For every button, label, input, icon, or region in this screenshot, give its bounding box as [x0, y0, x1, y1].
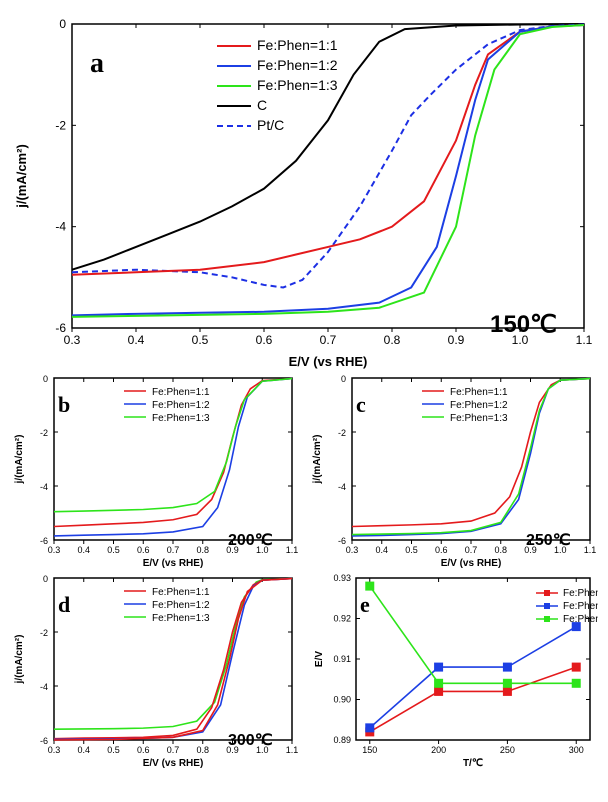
svg-text:Pt/C: Pt/C — [257, 117, 284, 133]
svg-text:E/V (vs RHE): E/V (vs RHE) — [143, 758, 204, 769]
svg-text:0.5: 0.5 — [107, 545, 120, 555]
svg-text:1.1: 1.1 — [286, 745, 299, 755]
svg-text:Fe:Phen=1:1: Fe:Phen=1:1 — [257, 37, 338, 53]
svg-text:0.93: 0.93 — [333, 573, 351, 583]
svg-text:j/(mA/cm²): j/(mA/cm²) — [14, 144, 29, 209]
svg-text:-2: -2 — [55, 118, 66, 132]
svg-text:0.8: 0.8 — [494, 545, 507, 555]
row-bc: b 200℃ 0.30.40.50.60.70.80.91.01.1-6-4-2… — [10, 370, 598, 570]
svg-text:300: 300 — [569, 745, 584, 755]
svg-text:-2: -2 — [40, 428, 48, 438]
svg-text:0.6: 0.6 — [137, 745, 150, 755]
panel-c-label: c — [356, 392, 366, 418]
svg-text:Fe:Phen=1:3: Fe:Phen=1:3 — [450, 413, 508, 424]
svg-text:Fe:Phen=1:2: Fe:Phen=1:2 — [450, 400, 508, 411]
panel-c-temp: 250℃ — [526, 530, 571, 550]
svg-text:E/V: E/V — [314, 651, 325, 667]
svg-text:0.90: 0.90 — [333, 695, 351, 705]
svg-text:0: 0 — [43, 374, 48, 384]
svg-text:j/(mA/cm²): j/(mA/cm²) — [14, 435, 25, 485]
panel-d-label: d — [58, 592, 70, 618]
svg-text:0.4: 0.4 — [77, 745, 90, 755]
svg-text:0.4: 0.4 — [128, 333, 145, 347]
panel-d: d 300℃ 0.30.40.50.60.70.80.91.01.1-6-4-2… — [10, 570, 300, 770]
svg-text:0.3: 0.3 — [346, 545, 359, 555]
svg-text:0.3: 0.3 — [64, 333, 81, 347]
svg-text:0.8: 0.8 — [196, 545, 209, 555]
svg-text:-4: -4 — [338, 482, 346, 492]
svg-text:Fe:Phen=1:1: Fe:Phen=1:1 — [152, 587, 210, 598]
panel-e-label: e — [360, 592, 370, 618]
svg-text:150: 150 — [362, 745, 377, 755]
svg-text:0.7: 0.7 — [465, 545, 478, 555]
svg-text:0.7: 0.7 — [320, 333, 337, 347]
svg-text:Fe:Phen=1:2: Fe:Phen=1:2 — [257, 57, 338, 73]
svg-text:0.6: 0.6 — [137, 545, 150, 555]
svg-text:0.89: 0.89 — [333, 735, 351, 745]
panel-d-temp: 300℃ — [228, 730, 273, 750]
svg-text:0: 0 — [59, 17, 66, 31]
svg-text:0.91: 0.91 — [333, 654, 351, 664]
svg-text:-4: -4 — [55, 220, 66, 234]
svg-text:-2: -2 — [40, 628, 48, 638]
svg-text:0.5: 0.5 — [192, 333, 209, 347]
svg-text:Fe:Phen=1:3: Fe:Phen=1:3 — [152, 613, 210, 624]
svg-text:-6: -6 — [40, 736, 48, 746]
panel-a-temp: 150℃ — [490, 310, 557, 339]
svg-text:0: 0 — [43, 574, 48, 584]
svg-text:0: 0 — [341, 374, 346, 384]
svg-text:-4: -4 — [40, 482, 48, 492]
svg-text:Fe:Phen=1:1: Fe:Phen=1:1 — [152, 387, 210, 398]
svg-text:0.7: 0.7 — [167, 745, 180, 755]
svg-text:-2: -2 — [338, 428, 346, 438]
svg-text:0.5: 0.5 — [405, 545, 418, 555]
svg-text:0.8: 0.8 — [384, 333, 401, 347]
panel-e-svg: 150 200 250 300 0.89 0.90 0.91 0.92 0.93 T/℃ E/V Fe… — [308, 570, 598, 770]
svg-text:1.1: 1.1 — [576, 333, 593, 347]
panel-c: c 250℃ 0.30.40.50.60.70.80.91.01.1-6-4-2… — [308, 370, 598, 570]
panel-a-label: a — [90, 48, 104, 80]
svg-text:T/℃: T/℃ — [463, 758, 483, 769]
svg-text:-6: -6 — [55, 321, 66, 335]
svg-text:0.5: 0.5 — [107, 745, 120, 755]
svg-text:1.1: 1.1 — [584, 545, 597, 555]
svg-text:Fe:Phen=1:1: Fe:Phen=1:1 — [563, 588, 598, 599]
svg-text:0.4: 0.4 — [77, 545, 90, 555]
panel-b-label: b — [58, 392, 70, 418]
svg-text:250: 250 — [500, 745, 515, 755]
svg-text:Fe:Phen=1:1: Fe:Phen=1:1 — [450, 387, 508, 398]
svg-text:0.6: 0.6 — [435, 545, 448, 555]
svg-text:E/V (vs RHE): E/V (vs RHE) — [143, 558, 204, 569]
panel-a: a 150℃ 0.30.40.50.60.70.80.91.01.1-6-4-2… — [10, 10, 598, 370]
svg-text:-6: -6 — [338, 536, 346, 546]
svg-text:Fe:Phen=1:2: Fe:Phen=1:2 — [152, 400, 210, 411]
row-de: d 300℃ 0.30.40.50.60.70.80.91.01.1-6-4-2… — [10, 570, 598, 770]
svg-text:Fe:Phen=1:3: Fe:Phen=1:3 — [563, 614, 598, 625]
svg-text:Fe:Phen=1:2: Fe:Phen=1:2 — [152, 600, 210, 611]
panel-b: b 200℃ 0.30.40.50.60.70.80.91.01.1-6-4-2… — [10, 370, 300, 570]
svg-text:0.8: 0.8 — [196, 745, 209, 755]
svg-text:E/V (vs RHE): E/V (vs RHE) — [441, 558, 502, 569]
svg-text:Fe:Phen=1:3: Fe:Phen=1:3 — [152, 413, 210, 424]
svg-text:C: C — [257, 97, 267, 113]
svg-text:0.6: 0.6 — [256, 333, 273, 347]
svg-text:0.3: 0.3 — [48, 545, 61, 555]
svg-text:E/V (vs RHE): E/V (vs RHE) — [289, 354, 368, 369]
svg-text:0.4: 0.4 — [375, 545, 388, 555]
svg-text:-4: -4 — [40, 682, 48, 692]
svg-text:j/(mA/cm²): j/(mA/cm²) — [14, 635, 25, 685]
svg-text:1.1: 1.1 — [286, 545, 299, 555]
svg-text:0.7: 0.7 — [167, 545, 180, 555]
svg-text:-6: -6 — [40, 536, 48, 546]
svg-text:0.92: 0.92 — [333, 614, 351, 624]
svg-text:j/(mA/cm²): j/(mA/cm²) — [312, 435, 323, 485]
panel-e: e 150 200 250 300 0.89 0.90 0.91 0.92 0.93 T/℃ E/V… — [308, 570, 598, 770]
svg-text:200: 200 — [431, 745, 446, 755]
svg-text:Fe:Phen=1:3: Fe:Phen=1:3 — [257, 77, 338, 93]
svg-text:Fe:Phen=1:2: Fe:Phen=1:2 — [563, 601, 598, 612]
panel-b-temp: 200℃ — [228, 530, 273, 550]
svg-text:0.9: 0.9 — [448, 333, 465, 347]
svg-text:0.3: 0.3 — [48, 745, 61, 755]
